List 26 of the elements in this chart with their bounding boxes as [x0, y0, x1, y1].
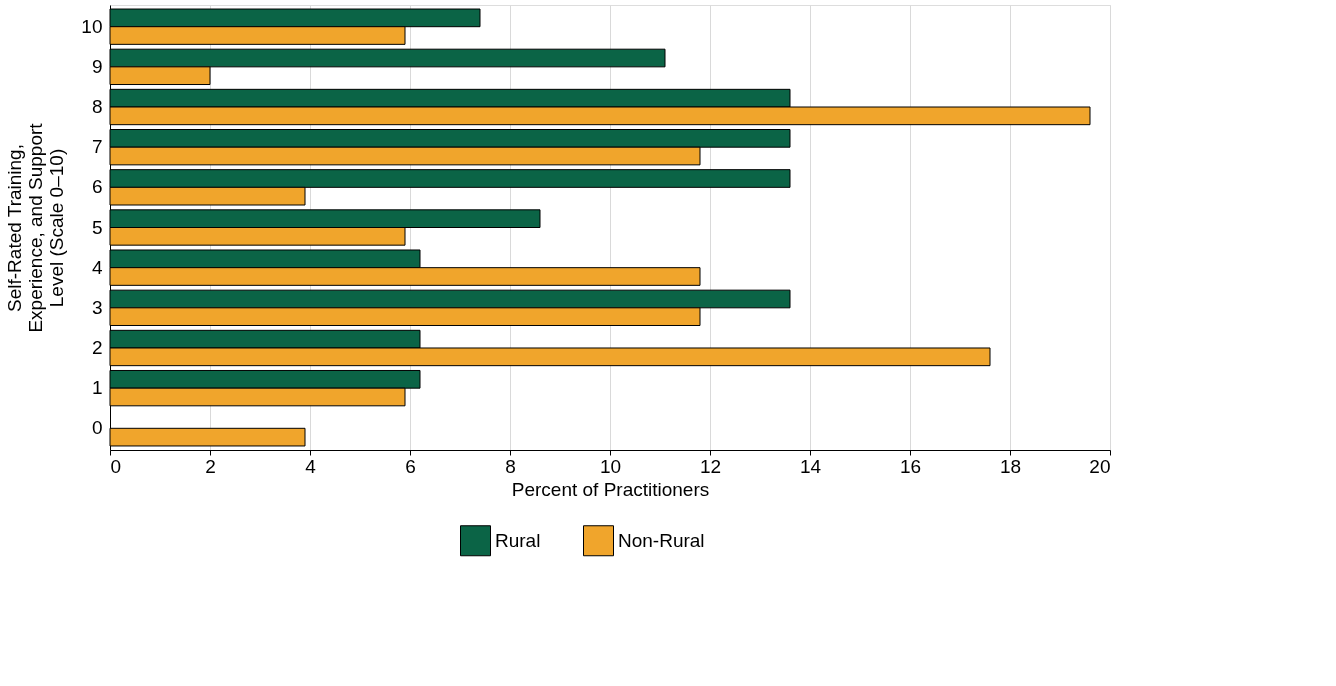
legend-label: Non-Rural — [618, 529, 705, 551]
x-tick-label: 20 — [1089, 455, 1111, 477]
y-tick-label: 1 — [91, 377, 103, 399]
x-tick-label: 8 — [505, 455, 516, 477]
y-tick-label: 7 — [91, 136, 103, 158]
y-tick-label: 9 — [91, 55, 103, 77]
x-tick-label: 12 — [699, 455, 722, 477]
x-tick-label: 6 — [405, 455, 416, 477]
y-tick-label: 2 — [91, 336, 103, 358]
x-tick-label: 4 — [305, 455, 317, 477]
y-tick-label: 0 — [91, 417, 103, 439]
y-axis-title: Self-Rated Training, Experience, and Support Level (Scale 0–10) — [4, 122, 68, 333]
y-tick-label: 6 — [91, 176, 103, 198]
x-axis-title: Percent of Practitioners — [511, 478, 710, 500]
y-tick-label: 3 — [91, 296, 103, 318]
x-tick-label: 14 — [799, 455, 822, 477]
x-tick-label: 18 — [999, 455, 1022, 477]
x-tick-label: 16 — [899, 455, 922, 477]
x-tick-label: 0 — [110, 455, 122, 477]
y-tick-label: 5 — [91, 216, 103, 238]
x-tick-label: 2 — [205, 455, 216, 477]
y-tick-label: 10 — [81, 15, 103, 37]
y-tick-label: 4 — [91, 256, 103, 278]
y-tick-label: 8 — [91, 96, 103, 118]
legend-label: Rural — [495, 529, 541, 551]
x-tick-label: 10 — [599, 455, 622, 477]
